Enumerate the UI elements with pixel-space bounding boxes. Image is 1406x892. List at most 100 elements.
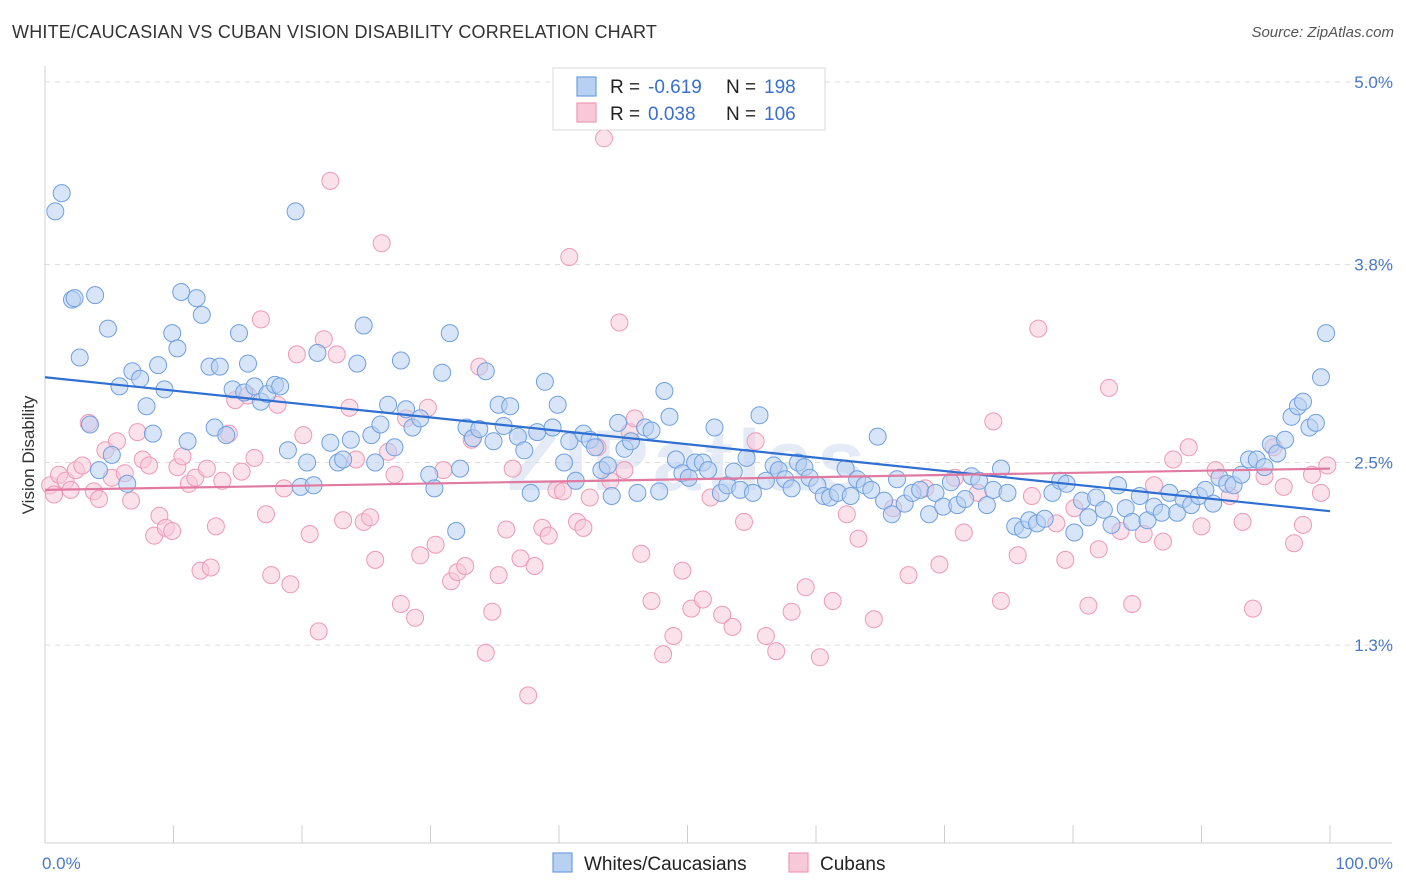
data-point — [1035, 509, 1054, 528]
data-point — [1022, 487, 1041, 505]
y-tick-label: 5.0% — [1354, 73, 1393, 92]
data-point — [348, 354, 367, 373]
legend-r-value-whites: -0.619 — [648, 77, 702, 98]
data-point — [501, 397, 520, 416]
data-point — [201, 558, 220, 577]
data-point — [1233, 512, 1252, 531]
data-point — [1268, 444, 1287, 463]
legend-r-label-cubans: R = — [610, 104, 640, 125]
data-point — [1123, 512, 1142, 531]
data-point — [868, 427, 887, 446]
data-point — [560, 248, 579, 266]
data-point — [595, 129, 613, 148]
data-point — [1123, 595, 1142, 613]
legend-n-label-cubans: N = — [726, 104, 756, 125]
data-point — [476, 362, 495, 381]
data-point — [217, 426, 236, 445]
data-point — [257, 505, 275, 524]
data-point — [213, 471, 232, 490]
y-tick-label: 1.3% — [1354, 636, 1393, 655]
data-point — [503, 459, 522, 478]
data-point — [385, 465, 404, 484]
data-point — [586, 438, 604, 457]
trend-lines — [44, 376, 1331, 513]
data-point — [882, 505, 901, 524]
trend-line — [44, 376, 1331, 513]
data-point — [287, 345, 306, 364]
data-point — [433, 363, 452, 382]
data-point — [81, 415, 99, 434]
data-point — [245, 448, 264, 467]
data-point — [1029, 319, 1048, 338]
data-point — [1306, 413, 1325, 432]
data-point — [954, 523, 973, 542]
data-point — [300, 525, 319, 543]
data-point — [1318, 456, 1337, 475]
data-point — [1285, 534, 1303, 553]
data-point — [65, 289, 84, 308]
data-point — [334, 511, 353, 530]
data-point — [470, 420, 489, 438]
data-point — [1056, 550, 1075, 569]
data-point — [660, 407, 679, 426]
data-point — [553, 482, 572, 501]
bottom-legend-swatch-cubans — [788, 852, 809, 873]
data-point — [497, 520, 516, 539]
data-point — [1312, 368, 1330, 387]
y-axis-label: Vision Disability — [19, 395, 38, 514]
data-point — [140, 456, 159, 475]
data-point — [239, 354, 257, 373]
data-point — [837, 505, 856, 524]
data-point — [309, 622, 328, 641]
data-point — [1274, 477, 1293, 496]
data-point — [321, 171, 340, 190]
data-point — [519, 686, 538, 705]
data-point — [90, 461, 108, 480]
data-point — [555, 453, 574, 472]
data-point — [1192, 517, 1211, 536]
data-point — [610, 313, 629, 332]
data-point — [756, 471, 775, 490]
bottom-legend-swatch-whites — [552, 852, 573, 873]
data-point — [615, 461, 634, 480]
data-point — [609, 413, 628, 432]
legend-n-value-cubans: 106 — [764, 104, 796, 125]
data-point — [206, 517, 225, 536]
data-point — [1276, 430, 1294, 449]
data-point — [143, 424, 162, 443]
data-point — [705, 418, 724, 437]
data-point — [361, 508, 380, 527]
legend-swatch-cubans — [576, 102, 597, 123]
data-point — [724, 462, 743, 481]
data-point — [864, 610, 883, 629]
data-point — [163, 324, 182, 343]
data-point — [372, 234, 391, 253]
data-point — [298, 453, 317, 472]
data-point — [327, 345, 346, 364]
data-point — [511, 549, 530, 568]
data-point — [746, 432, 765, 451]
data-point — [655, 382, 674, 400]
data-point — [1008, 546, 1027, 565]
data-point — [122, 491, 141, 510]
data-point — [543, 418, 562, 437]
data-point — [756, 627, 775, 645]
page-title: WHITE/CAUCASIAN VS CUBAN VISION DISABILI… — [12, 22, 658, 42]
data-point — [385, 438, 404, 457]
data-point — [1065, 523, 1084, 542]
data-point — [992, 592, 1010, 610]
data-point — [920, 505, 939, 524]
x-tick-label: 100.0% — [1335, 854, 1393, 873]
data-point — [849, 529, 868, 548]
data-point — [128, 423, 147, 442]
data-point — [998, 483, 1017, 502]
data-point — [1079, 596, 1098, 615]
data-point — [1109, 476, 1127, 495]
data-point — [484, 432, 503, 451]
data-point — [321, 433, 340, 452]
grid-lines: 1.3% 2.5% 3.8% 5.0% — [45, 73, 1393, 655]
data-point — [984, 412, 1003, 431]
data-point — [1294, 392, 1312, 411]
data-point — [841, 487, 860, 505]
data-point — [1164, 450, 1183, 469]
